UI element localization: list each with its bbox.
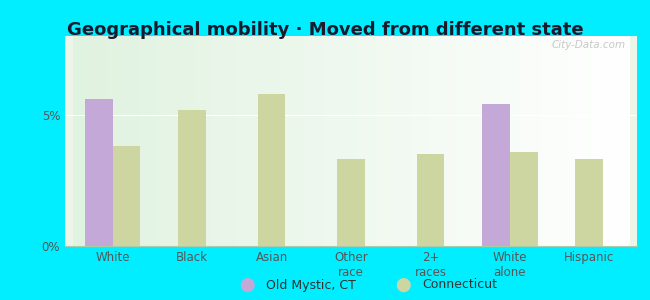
Bar bbox=[417, 154, 445, 246]
Text: ⬤: ⬤ bbox=[239, 278, 255, 292]
Text: City-Data.com: City-Data.com bbox=[551, 40, 625, 50]
Text: Geographical mobility · Moved from different state: Geographical mobility · Moved from diffe… bbox=[67, 21, 583, 39]
Text: Connecticut: Connecticut bbox=[422, 278, 497, 292]
Bar bbox=[112, 146, 140, 246]
Bar bbox=[482, 104, 510, 246]
Bar bbox=[257, 94, 285, 246]
Bar bbox=[575, 159, 603, 246]
Bar bbox=[510, 152, 538, 246]
Bar bbox=[85, 99, 112, 246]
Bar bbox=[337, 159, 365, 246]
Bar bbox=[178, 110, 206, 246]
Text: Old Mystic, CT: Old Mystic, CT bbox=[266, 278, 356, 292]
Text: ⬤: ⬤ bbox=[395, 278, 411, 292]
